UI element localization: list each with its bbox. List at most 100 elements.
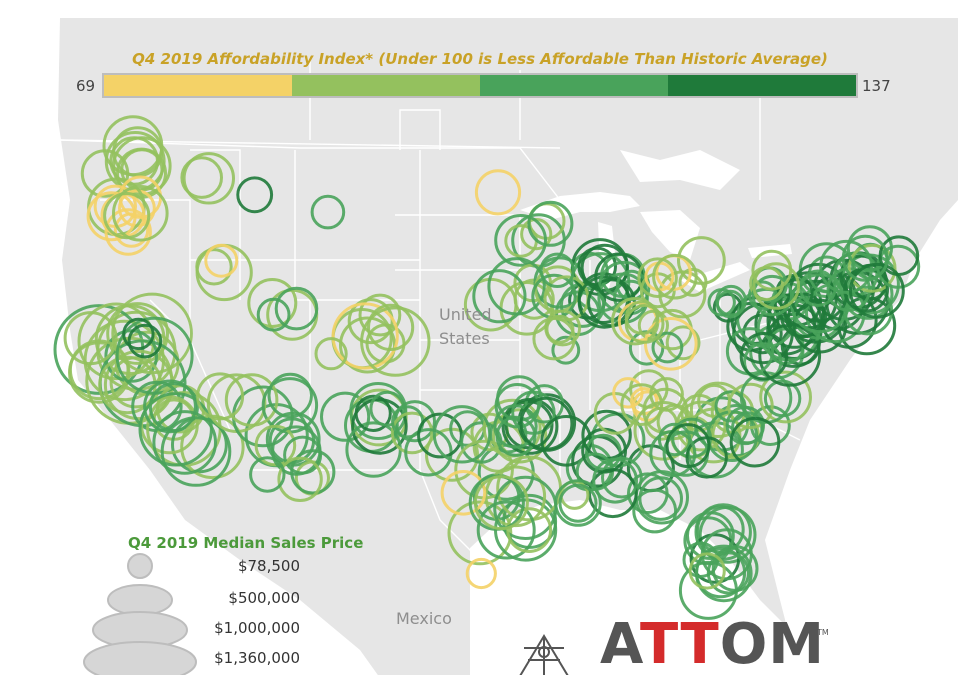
market-circle (236, 176, 274, 214)
size-legend-label-1: $78,500 (237, 557, 300, 575)
market-circle (314, 337, 348, 371)
size-legend-title: Q4 2019 Median Sales Price (128, 534, 364, 552)
market-circle (759, 370, 812, 424)
trademark-symbol: TM (817, 628, 829, 637)
market-circle (751, 274, 793, 317)
market-circle (849, 262, 905, 319)
market-circle (440, 470, 487, 516)
market-circle (320, 391, 371, 442)
market-circle (729, 416, 781, 468)
market-circle (351, 398, 408, 455)
size-legend-symbols (83, 553, 197, 675)
market-circle (349, 382, 408, 440)
scale-min-label: 69 (76, 77, 96, 95)
market-circle (665, 423, 711, 469)
market-circle (447, 500, 513, 566)
market-circle (587, 468, 638, 519)
market-circle (367, 303, 415, 351)
market-circles (53, 115, 921, 620)
market-circle (465, 557, 497, 590)
market-circle (601, 456, 643, 499)
size-legend-label-3: $1,000,000 (214, 619, 300, 637)
market-circle (506, 507, 553, 553)
market-circle (819, 239, 874, 294)
market-circle (592, 457, 638, 504)
market-circle (739, 332, 789, 381)
market-circle (472, 269, 527, 324)
market-circle (290, 449, 336, 495)
market-circle (127, 323, 163, 359)
market-circle (339, 316, 396, 374)
pacific-ocean (18, 18, 378, 675)
market-circle (752, 262, 801, 310)
market-circle (799, 269, 837, 307)
market-circle (473, 475, 529, 531)
market-circle (493, 404, 538, 449)
market-circle (554, 479, 602, 527)
lake-superior (520, 192, 640, 220)
country-label-usa-line1: United (439, 305, 492, 324)
market-circle (644, 317, 698, 371)
market-circle (847, 243, 897, 293)
scale-segment-least-affordable (104, 75, 292, 96)
market-circle (494, 383, 540, 429)
market-circle (103, 192, 151, 240)
market-circle (698, 505, 757, 564)
market-circle (620, 383, 664, 427)
market-circle (277, 456, 323, 502)
atlantic-ocean (765, 18, 958, 675)
market-circle (204, 243, 239, 278)
market-circle (763, 379, 802, 418)
market-circle (152, 410, 217, 475)
market-circle (580, 243, 629, 292)
market-circle (331, 302, 399, 370)
market-circle (665, 325, 701, 361)
market-circle (112, 185, 169, 242)
market-circle (474, 169, 522, 216)
lake-huron (640, 210, 700, 260)
market-circle (354, 394, 392, 432)
country-label-usa-line2: States (439, 329, 490, 348)
scale-segment-high (480, 75, 668, 96)
market-circle (841, 234, 889, 282)
market-circle (182, 152, 236, 205)
market-circle (695, 544, 753, 603)
market-circle (491, 408, 548, 464)
market-circle (495, 415, 537, 457)
market-circle (274, 286, 319, 331)
market-circle (196, 372, 245, 421)
market-circle (224, 373, 279, 427)
market-circle (551, 335, 581, 365)
market-circle (487, 257, 546, 316)
market-circle (519, 396, 574, 451)
market-circle (652, 253, 698, 300)
market-circle (658, 270, 707, 319)
market-circle (612, 377, 644, 409)
attom-logo-mark (519, 634, 569, 675)
market-circle (637, 257, 678, 299)
market-circle (544, 309, 582, 347)
market-circle (632, 488, 678, 534)
market-circle (725, 405, 765, 446)
market-circle (727, 382, 774, 430)
market-circle (86, 191, 137, 242)
market-circle (283, 435, 323, 475)
affordability-scale-bar (102, 73, 858, 98)
scale-segment-low (292, 75, 480, 96)
market-circle (267, 372, 313, 419)
market-circle (749, 266, 785, 301)
market-circle (476, 500, 536, 560)
market-circle (138, 392, 213, 467)
market-circle (539, 252, 575, 288)
market-circle (624, 300, 660, 335)
market-circle (715, 284, 747, 317)
market-circle (577, 275, 631, 329)
market-circle (706, 551, 751, 595)
market-circle (750, 405, 791, 447)
market-circle (63, 311, 118, 366)
market-circle (876, 244, 921, 289)
scale-segment-most-affordable (668, 75, 856, 96)
market-circle (558, 483, 598, 523)
attom-logo-text: ATTOM (600, 612, 826, 677)
